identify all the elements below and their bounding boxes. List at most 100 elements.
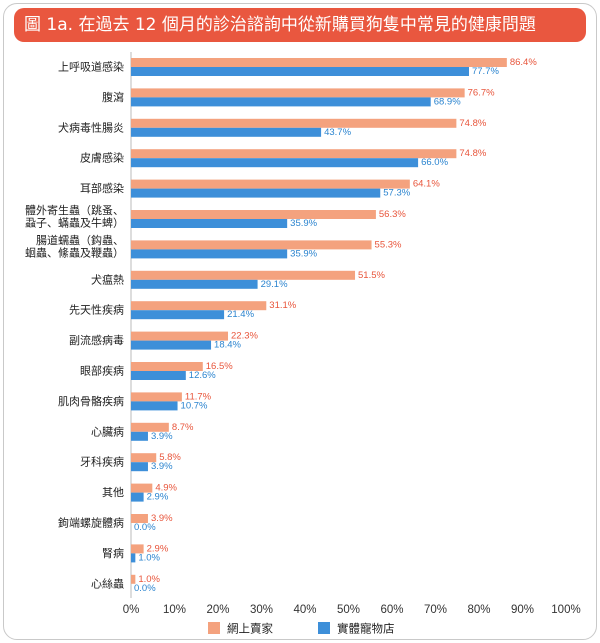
category-label: 肌肉骨骼疾病 bbox=[58, 394, 124, 408]
bar-pet-shop bbox=[131, 67, 469, 76]
bar-online-seller bbox=[131, 301, 267, 311]
chart-title: 圖 1a. 在過去 12 個月的診治諮詢中從新購買狗隻中常見的健康問題 bbox=[14, 8, 586, 42]
data-label-online-seller: 22.3% bbox=[231, 331, 258, 342]
bar-online-seller bbox=[131, 149, 457, 159]
category-label: 腹瀉 bbox=[102, 90, 124, 104]
category-label: 心臟病 bbox=[91, 424, 124, 438]
category-label: 鉤端螺旋體病 bbox=[58, 516, 124, 530]
data-label-online-seller: 76.7% bbox=[468, 87, 495, 98]
data-label-online-seller: 8.7% bbox=[172, 422, 194, 433]
bar-online-seller bbox=[131, 331, 229, 341]
bar-online-seller bbox=[131, 58, 507, 67]
category-label: 腎病 bbox=[102, 546, 124, 560]
data-label-online-seller: 3.9% bbox=[151, 513, 173, 524]
bar-online-seller bbox=[131, 88, 465, 98]
category-label: 腸道蠕蟲（鈎蟲、蛔蟲、絛蟲及鞭蟲） bbox=[25, 233, 124, 260]
data-label-online-seller: 56.3% bbox=[379, 209, 406, 220]
x-tick-label: 10% bbox=[163, 604, 186, 616]
bar-online-seller bbox=[131, 240, 372, 250]
data-label-pet-shop: 57.3% bbox=[383, 188, 410, 199]
bar-online-seller bbox=[131, 392, 182, 402]
bar-pet-shop bbox=[131, 401, 178, 411]
category-label: 犬瘟熱 bbox=[91, 272, 124, 286]
category-label: 體外寄生蟲（跳蚤、蝨子、蟎蟲及牛蜱） bbox=[25, 202, 124, 229]
category-label: 耳部感染 bbox=[80, 181, 124, 195]
data-label-pet-shop: 1.0% bbox=[138, 552, 160, 563]
data-label-pet-shop: 12.6% bbox=[189, 370, 216, 381]
data-label-pet-shop: 18.4% bbox=[214, 340, 241, 351]
data-label-online-seller: 31.1% bbox=[269, 300, 296, 311]
figure-frame bbox=[3, 3, 597, 640]
data-label-online-seller: 51.5% bbox=[358, 270, 385, 281]
legend-label-online-seller: 網上賣家 bbox=[227, 622, 273, 636]
bar-pet-shop bbox=[131, 158, 419, 168]
data-label-pet-shop: 66.0% bbox=[421, 157, 448, 168]
data-label-online-seller: 4.9% bbox=[155, 483, 177, 494]
data-label-online-seller: 2.9% bbox=[147, 543, 169, 554]
bar-online-seller bbox=[131, 453, 157, 463]
bar-pet-shop bbox=[131, 310, 225, 320]
bar-pet-shop bbox=[131, 340, 212, 350]
data-label-pet-shop: 0.0% bbox=[134, 522, 156, 533]
data-label-pet-shop: 35.9% bbox=[290, 218, 317, 229]
category-label: 先天性疾病 bbox=[69, 303, 124, 317]
bar-pet-shop bbox=[131, 462, 148, 472]
data-label-online-seller: 11.7% bbox=[185, 391, 212, 402]
data-label-pet-shop: 35.9% bbox=[290, 248, 317, 259]
category-label-line: 蛔蟲、絛蟲及鞭蟲） bbox=[25, 245, 124, 259]
data-label-pet-shop: 10.7% bbox=[181, 400, 208, 411]
legend-swatch-pet-shop bbox=[318, 622, 330, 634]
data-label-pet-shop: 21.4% bbox=[227, 309, 254, 320]
category-label: 上呼吸道感染 bbox=[58, 60, 124, 74]
bar-pet-shop bbox=[131, 188, 381, 198]
bar-online-seller bbox=[131, 422, 169, 432]
bar-pet-shop bbox=[131, 97, 431, 107]
bar-online-seller bbox=[131, 118, 457, 128]
legend-label-pet-shop: 實體寵物店 bbox=[337, 622, 395, 636]
category-label-line: 腸道蠕蟲（鈎蟲、 bbox=[36, 233, 124, 247]
data-label-pet-shop: 3.9% bbox=[151, 461, 173, 472]
bar-online-seller bbox=[131, 514, 148, 523]
category-label-line: 體外寄生蟲（跳蚤、 bbox=[25, 202, 124, 216]
bar-online-seller bbox=[131, 574, 136, 584]
x-tick-label: 20% bbox=[206, 604, 229, 616]
x-tick-label: 50% bbox=[337, 604, 360, 616]
data-label-online-seller: 1.0% bbox=[138, 574, 160, 585]
category-label: 眼部疾病 bbox=[80, 364, 124, 378]
bar-online-seller bbox=[131, 179, 410, 189]
category-label: 牙科疾病 bbox=[80, 455, 124, 469]
bar-online-seller bbox=[131, 362, 203, 371]
bar-pet-shop bbox=[131, 371, 186, 380]
data-label-pet-shop: 43.7% bbox=[324, 127, 351, 138]
x-tick-label: 70% bbox=[424, 604, 447, 616]
bar-pet-shop bbox=[131, 249, 288, 259]
category-label-line: 蝨子、蟎蟲及牛蜱） bbox=[25, 215, 124, 229]
bar-pet-shop bbox=[131, 431, 148, 441]
legend-swatch-online-seller bbox=[208, 622, 220, 634]
data-label-online-seller: 86.4% bbox=[510, 57, 537, 68]
data-label-pet-shop: 29.1% bbox=[261, 279, 288, 290]
bar-online-seller bbox=[131, 210, 376, 219]
x-tick-label: 0% bbox=[123, 604, 140, 616]
data-label-pet-shop: 2.9% bbox=[147, 492, 169, 503]
category-label: 副流感病毒 bbox=[69, 333, 124, 347]
x-tick-label: 80% bbox=[467, 604, 490, 616]
bar-pet-shop bbox=[131, 279, 258, 289]
data-label-pet-shop: 3.9% bbox=[151, 431, 173, 442]
x-tick-label: 40% bbox=[293, 604, 316, 616]
bar-online-seller bbox=[131, 270, 356, 280]
data-label-pet-shop: 0.0% bbox=[134, 583, 156, 594]
x-tick-label: 60% bbox=[380, 604, 403, 616]
bar-online-seller bbox=[131, 544, 144, 554]
category-label: 犬病毒性腸炎 bbox=[58, 120, 124, 134]
data-label-online-seller: 5.8% bbox=[159, 452, 181, 463]
data-label-online-seller: 16.5% bbox=[206, 361, 233, 372]
bar-pet-shop bbox=[131, 127, 322, 137]
data-label-pet-shop: 77.7% bbox=[472, 66, 499, 77]
x-tick-label: 30% bbox=[250, 604, 273, 616]
category-label: 其他 bbox=[102, 486, 124, 499]
x-tick-label: 100% bbox=[551, 604, 580, 616]
bar-pet-shop bbox=[131, 553, 136, 563]
x-tick-label: 90% bbox=[511, 604, 534, 616]
